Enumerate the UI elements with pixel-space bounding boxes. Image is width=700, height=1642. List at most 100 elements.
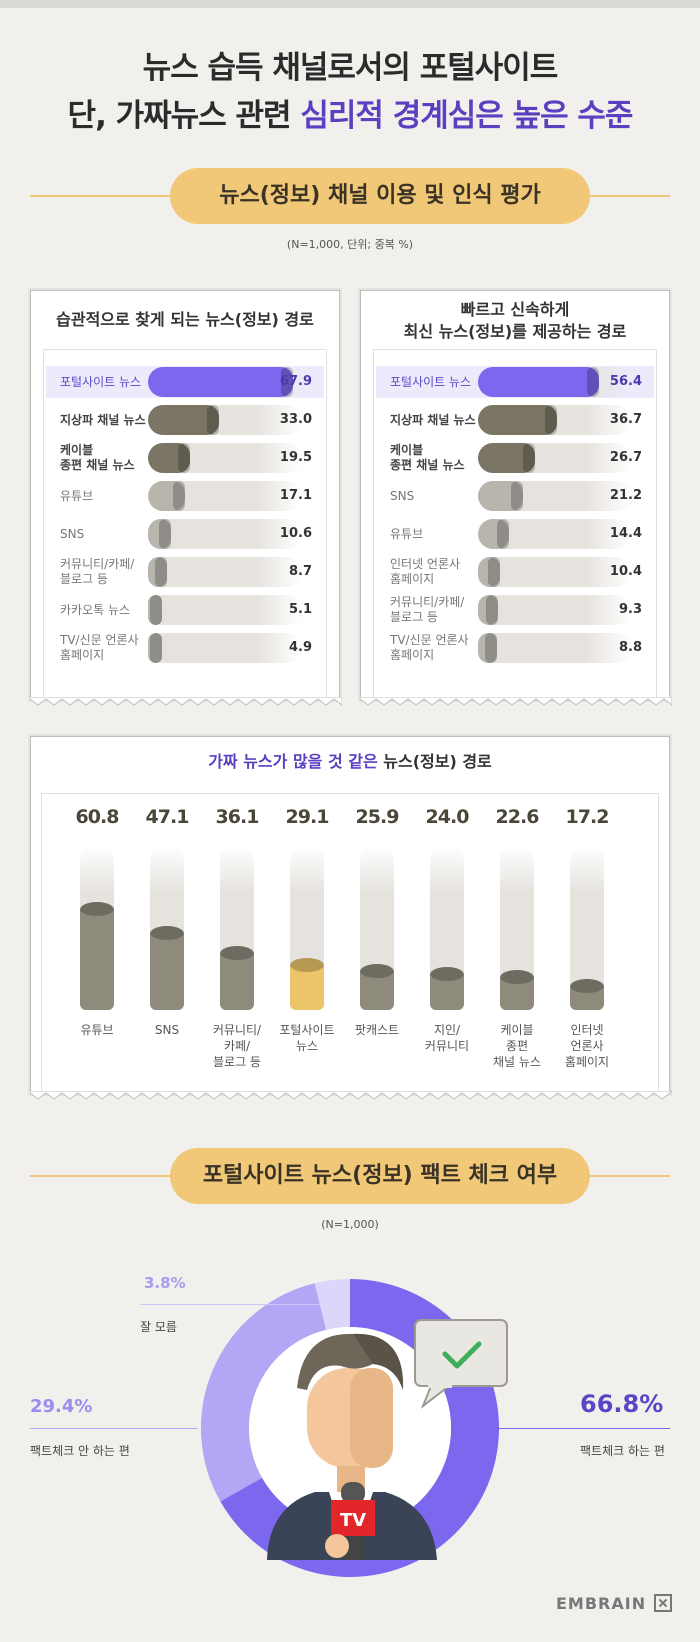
card-zigzag-bottom [30, 697, 342, 706]
fake-news-bar-label: 커뮤니티/ 카페/ 블로그 등 [212, 1023, 262, 1069]
pie-leader-line-factcheck [480, 1428, 670, 1429]
section1-note: (N=1,000, 단위; 중복 %) [286, 238, 414, 251]
pie-leader-line-unknown [140, 1304, 320, 1305]
fast-bar-value: 8.8 [618, 640, 642, 655]
headline-line1: 뉴스 습득 채널로서의 포털사이트 [142, 50, 559, 86]
microphone: TV [325, 1482, 375, 1560]
fake-news-bar [220, 945, 254, 1010]
fast-bar-label: 유튜브 [390, 526, 424, 541]
fake-news-bar-label: 포털사이트 뉴스 [279, 1023, 335, 1053]
fake-news-bar-cap [80, 902, 114, 916]
habitual-bar-value: 17.1 [279, 488, 312, 503]
habitual-bar-cap [158, 519, 171, 549]
fake-news-chart-plot: 60.8 유튜브 47.1 SNS 36.1 커뮤니티/ 카페/ 블로그 등 29.1 포털사… [41, 793, 659, 1095]
fast-bar-cap [544, 405, 557, 435]
section2-band: 포털사이트 뉴스(정보) 팩트 체크 여부 [30, 1148, 670, 1204]
headline-line2-highlight: 심리적 경계심은 높은 수준 [300, 98, 633, 134]
pie-label-factcheck-value: 66.8% [580, 1390, 664, 1418]
habitual-chart-title: 습관적으로 찾게 되는 뉴스(정보) 경로 [56, 310, 314, 329]
fake-news-bar [500, 969, 534, 1010]
fast-bar-row: SNS 21.2 [374, 478, 658, 514]
pie-label-nofactcheck-name: 팩트체크 안 하는 편 [30, 1444, 130, 1458]
fast-bar-value: 9.3 [618, 602, 642, 617]
pie-label-nofactcheck-value: 29.4% [30, 1396, 93, 1417]
habitual-chart-plot: 포털사이트 뉴스 67.9 지상파 채널 뉴스 33.0 케이블 종편 채널 뉴스 19.… [43, 349, 327, 701]
habitual-bar-row: 지상파 채널 뉴스 33.0 [44, 402, 328, 438]
fake-news-bar [570, 979, 604, 1010]
habitual-bar-cap [206, 405, 219, 435]
fast-bar-row: 유튜브 14.4 [374, 516, 658, 552]
fake-news-chart-title: 가짜 뉴스가 많을 것 같은 뉴스(정보) 경로 [31, 751, 669, 773]
habitual-bar-row: 케이블 종편 채널 뉴스 19.5 [44, 440, 328, 476]
fake-news-chart-title-highlight: 가짜 뉴스가 많을 것 같은 [208, 752, 378, 771]
fast-bar-track [478, 633, 632, 663]
fake-news-bar-value: 60.8 [75, 806, 120, 828]
fake-news-bar-label: 인터넷 언론사 홈페이지 [564, 1023, 610, 1069]
fake-news-bar-label: 팟캐스트 [354, 1023, 400, 1037]
habitual-bar [148, 557, 167, 587]
fake-news-bar [150, 926, 184, 1010]
pie-label-unknown-value: 3.8% [144, 1274, 186, 1292]
headline-line2-prefix: 단, 가짜뉴스 관련 [67, 98, 301, 134]
fake-news-bar-cap [290, 958, 324, 973]
fake-news-bar-value: 25.9 [355, 806, 400, 828]
habitual-bar-label: 지상파 채널 뉴스 [60, 412, 146, 427]
brand-name: EMBRAIN [556, 1594, 647, 1613]
fake-news-bar-value: 17.2 [565, 806, 610, 828]
fast-bar-label: 인터넷 언론사 홈페이지 [390, 557, 461, 586]
habitual-bar-label: 커뮤니티/카페/ 블로그 등 [60, 557, 135, 586]
fake-news-bar-value: 29.1 [285, 806, 330, 828]
fast-bar [478, 595, 498, 625]
speech-bubble [414, 1319, 508, 1410]
habitual-bar-track [148, 557, 302, 587]
fast-bar-cap [484, 633, 497, 663]
fast-bar-row: 포털사이트 뉴스 56.4 [374, 364, 658, 400]
habitual-bar-value: 67.9 [279, 374, 312, 389]
fake-news-bar-cap [500, 969, 534, 984]
fake-news-bar-label: 유튜브 [80, 1023, 114, 1037]
fast-bar-cap [485, 595, 498, 625]
habitual-bar [148, 367, 294, 397]
fake-news-bar [430, 967, 464, 1010]
section2-note: (N=1,000) [321, 1218, 379, 1231]
fast-bar-cap [523, 443, 536, 473]
habitual-bar-cap [172, 481, 185, 511]
donut-slice [314, 1279, 351, 1331]
habitual-bar-row: 카카오톡 뉴스 5.1 [44, 592, 328, 628]
fake-news-bar-cap [360, 963, 394, 978]
fast-bar-cap [496, 519, 509, 549]
fake-news-bar-value: 24.0 [425, 806, 470, 828]
fast-bar-cap [511, 481, 524, 511]
habitual-bar [148, 443, 190, 473]
fake-news-bar-label: SNS [154, 1023, 180, 1037]
habitual-bar-label: 카카오톡 뉴스 [60, 602, 131, 617]
habitual-bar-label: 유튜브 [60, 488, 94, 503]
fast-bar-row: 커뮤니티/카페/ 블로그 등 9.3 [374, 592, 658, 628]
habitual-bar-cap [154, 557, 167, 587]
fake-news-bar-cap [570, 979, 604, 994]
fast-chart-title: 빠르고 신속하게 최신 뉴스(정보)를 제공하는 경로 [361, 299, 669, 343]
fast-bar-value: 26.7 [609, 450, 642, 465]
fake-news-bar-value: 47.1 [145, 806, 190, 828]
pie-leader-line-nofactcheck [30, 1428, 198, 1429]
habitual-bar-cap [150, 595, 162, 625]
habitual-bar-row: 포털사이트 뉴스 67.9 [44, 364, 328, 400]
habitual-bar-row: 유튜브 17.1 [44, 478, 328, 514]
fast-bar [478, 367, 599, 397]
fast-bar-row: 인터넷 언론사 홈페이지 10.4 [374, 554, 658, 590]
pie-label-factcheck-name: 팩트체크 하는 편 [580, 1444, 665, 1458]
habitual-bar-value: 4.9 [288, 640, 312, 655]
fake-news-chart-title-rest: 뉴스(정보) 경로 [377, 752, 492, 771]
habitual-bar-track [148, 519, 302, 549]
habitual-bar [148, 595, 162, 625]
pie-label-unknown-name: 잘 모름 [140, 1320, 177, 1334]
fast-chart-title-line1: 빠르고 신속하게 [460, 300, 570, 319]
fake-news-bar [290, 958, 324, 1010]
fast-bar-label: TV/신문 언론사 홈페이지 [390, 633, 469, 662]
fast-chart-plot: 포털사이트 뉴스 56.4 지상파 채널 뉴스 36.7 케이블 종편 채널 뉴스 26.… [373, 349, 657, 701]
habitual-bar-row: TV/신문 언론사 홈페이지 4.9 [44, 630, 328, 666]
brand-logo: EMBRAIN [556, 1594, 673, 1613]
fast-bar-value: 14.4 [609, 526, 642, 541]
fast-bar-row: 지상파 채널 뉴스 36.7 [374, 402, 658, 438]
fake-news-chart-card: 가짜 뉴스가 많을 것 같은 뉴스(정보) 경로 60.8 유튜브 47.1 SNS 3… [30, 736, 672, 1100]
